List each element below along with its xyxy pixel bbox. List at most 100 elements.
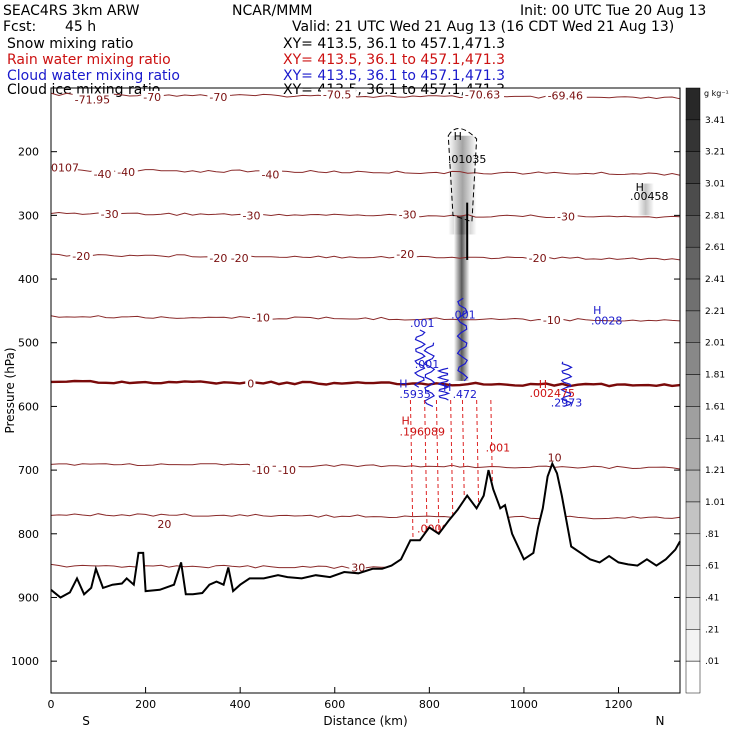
colorbar-cell — [685, 629, 701, 662]
isotherm-label: -40 — [261, 169, 279, 182]
south-label: S — [82, 714, 90, 728]
y-tick-label: 200 — [18, 146, 39, 159]
isotherm-label: -70 — [209, 91, 227, 104]
field-annotation: .001 — [410, 317, 435, 330]
y-axis-label: Pressure (hPa) — [3, 347, 17, 433]
isotherm-label: -20 — [72, 250, 90, 263]
isotherm-label-bg — [526, 252, 550, 265]
colorbar-label: .41 — [705, 593, 719, 603]
isotherm-minus10 — [50, 315, 681, 322]
isotherm-label: -10 — [252, 311, 270, 324]
field-annotation: .001 — [415, 358, 440, 371]
isotherm-label-bg — [349, 561, 366, 574]
isotherm-label-bg — [249, 311, 273, 324]
colorbar-label: 2.81 — [705, 211, 725, 221]
isotherm-label: -30 — [101, 208, 119, 221]
colorbar-cell — [685, 215, 701, 248]
colorbar-cell — [685, 565, 701, 598]
colorbar-label: 3.01 — [705, 180, 725, 190]
isotherm-label-bg — [545, 89, 587, 102]
rain-contour — [435, 400, 440, 553]
isotherm-label: -70.5 — [323, 88, 351, 101]
colorbar-cell — [685, 469, 701, 503]
x-tick-label: 400 — [230, 698, 251, 711]
colorbar-cell — [685, 533, 701, 566]
cloud-water-contour — [436, 367, 451, 401]
isotherm-label-bg — [545, 451, 562, 464]
field-snow-name: Snow mixing ratio — [7, 36, 134, 52]
colorbar-cell — [685, 501, 701, 535]
terrain-surface — [50, 461, 681, 599]
colorbar-cell — [685, 310, 701, 343]
isotherm-label-bg — [115, 166, 138, 179]
colorbar-cell — [685, 342, 701, 375]
colorbar-label: 2.61 — [705, 243, 725, 253]
isotherm-label-bg — [207, 252, 231, 265]
field-rain-xy: XY= 413.5, 36.1 to 457.1,471.3 — [283, 52, 506, 68]
colorbar-cell — [685, 374, 701, 407]
isotherm-label-bg — [207, 90, 231, 103]
colorbar-cell — [685, 87, 701, 121]
isotherm-label-bg — [396, 208, 420, 221]
field-annotation: H — [539, 378, 547, 391]
terrain-fill — [51, 463, 680, 693]
field-cloudwater-name: Cloud water mixing ratio — [7, 68, 180, 84]
colorbar-cell — [685, 183, 701, 216]
y-tick-label: 700 — [18, 464, 39, 477]
field-annotation: .002475 — [530, 387, 576, 400]
x-tick-label: 600 — [324, 698, 345, 711]
y-tick-label: 400 — [18, 273, 39, 286]
isotherm-label-bg — [245, 377, 256, 390]
colorbar-label: .21 — [705, 625, 719, 635]
colorbar-unit: g kg⁻¹ — [704, 89, 729, 98]
colorbar-cell — [685, 660, 701, 694]
colorbar-label: 1.21 — [705, 466, 725, 476]
y-tick-label: 900 — [18, 591, 39, 604]
field-snow-xy: XY= 413.5, 36.1 to 457.1,471.3 — [283, 36, 506, 52]
y-tick-label: 500 — [18, 337, 39, 350]
field-annotation: .0028 — [591, 314, 623, 327]
isotherm-label: -40 — [117, 166, 135, 179]
field-annotation: H — [443, 381, 451, 394]
cloud-ice-contour — [447, 128, 478, 223]
isotherm-label-bg — [540, 313, 564, 326]
colorbar-cell — [685, 597, 701, 630]
isotherm-10 — [50, 463, 681, 470]
rain-contour — [409, 400, 414, 553]
isotherm-label: -20 — [396, 248, 414, 261]
isotherm-minus40 — [50, 168, 681, 176]
org-title: NCAR/MMM — [232, 3, 313, 19]
cloud-water-contour — [456, 297, 469, 382]
model-title: SEAC4RS 3km ARW — [3, 3, 140, 19]
plot-frame — [50, 87, 681, 694]
colorbar-label: 2.21 — [705, 307, 725, 317]
isotherm-label-bg — [228, 252, 252, 265]
colorbar-label: 3.21 — [705, 148, 725, 158]
isotherm-label: 0 — [247, 377, 254, 390]
isotherm-label: -30 — [399, 209, 417, 222]
colorbar-label: .61 — [705, 562, 719, 572]
isotherm-label-bg — [141, 90, 164, 103]
colorbar-cell — [685, 406, 701, 439]
y-tick-label: 600 — [18, 400, 39, 413]
isotherm-label: -40 — [94, 168, 112, 181]
isotherm-label: -71.95 — [75, 93, 110, 106]
isotherm-label: -30 — [243, 209, 261, 222]
field-annotation: H — [399, 377, 407, 390]
colorbar-label: .81 — [705, 530, 719, 540]
x-tick-label: 1200 — [605, 698, 633, 711]
isotherm-label: -20 — [231, 252, 249, 265]
isotherm-label: -70 — [143, 91, 161, 104]
isotherm-label: -10 — [278, 464, 296, 477]
field-rain-name: Rain water mixing ratio — [7, 52, 171, 68]
x-tick-label: 200 — [135, 698, 156, 711]
snow-shading-column — [453, 215, 470, 381]
colorbar-cell — [685, 119, 701, 152]
cloud-water-contour — [413, 329, 426, 388]
x-axis-label: Distance (km) — [323, 714, 407, 728]
field-annotation: H — [636, 181, 644, 194]
isotherm-label-bg — [49, 161, 78, 174]
field-annotation: .01035 — [448, 153, 487, 166]
colorbar-cell — [685, 278, 701, 312]
field-annotation: .472 — [453, 388, 478, 401]
